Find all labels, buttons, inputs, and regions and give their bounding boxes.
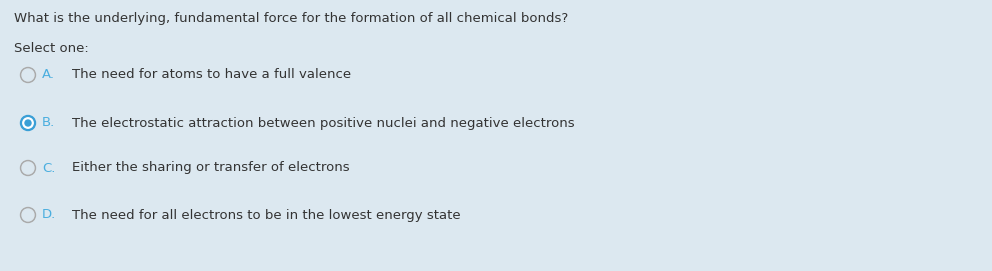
Circle shape <box>25 120 31 126</box>
Text: What is the underlying, fundamental force for the formation of all chemical bond: What is the underlying, fundamental forc… <box>14 12 568 25</box>
Text: A.: A. <box>42 69 55 82</box>
Text: Either the sharing or transfer of electrons: Either the sharing or transfer of electr… <box>72 162 349 175</box>
Text: The electrostatic attraction between positive nuclei and negative electrons: The electrostatic attraction between pos… <box>72 117 574 130</box>
Circle shape <box>22 209 34 221</box>
Circle shape <box>22 162 34 174</box>
Text: D.: D. <box>42 208 57 221</box>
Circle shape <box>21 115 36 131</box>
Circle shape <box>22 69 34 81</box>
Text: The need for all electrons to be in the lowest energy state: The need for all electrons to be in the … <box>72 208 460 221</box>
Text: C.: C. <box>42 162 56 175</box>
Circle shape <box>21 208 36 222</box>
Text: B.: B. <box>42 117 56 130</box>
Circle shape <box>21 67 36 82</box>
Circle shape <box>21 160 36 176</box>
Text: Select one:: Select one: <box>14 42 88 55</box>
Text: The need for atoms to have a full valence: The need for atoms to have a full valenc… <box>72 69 351 82</box>
Circle shape <box>23 118 33 128</box>
